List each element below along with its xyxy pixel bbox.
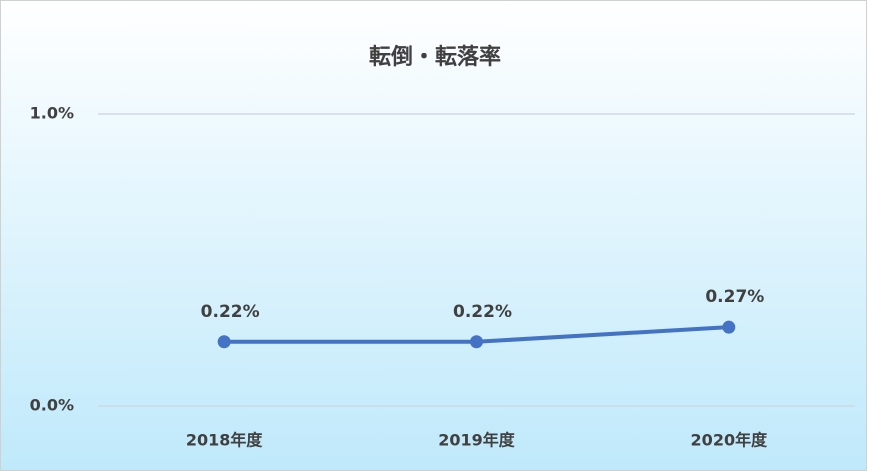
x-tick-label: 2020年度: [691, 431, 769, 450]
data-label: 0.22%: [453, 302, 512, 322]
point: [217, 335, 231, 349]
y-tick-label: 0.0%: [30, 396, 74, 415]
x-tick-label: 2018年度: [186, 431, 264, 450]
point: [722, 320, 736, 334]
data-label: 0.27%: [705, 287, 764, 307]
point: [470, 335, 483, 349]
data-label: 0.22%: [201, 302, 260, 322]
chart-title: 転倒・転落率: [369, 44, 501, 70]
y-tick-label: 1.0%: [30, 104, 74, 123]
x-tick-label: 2019年度: [438, 431, 516, 450]
